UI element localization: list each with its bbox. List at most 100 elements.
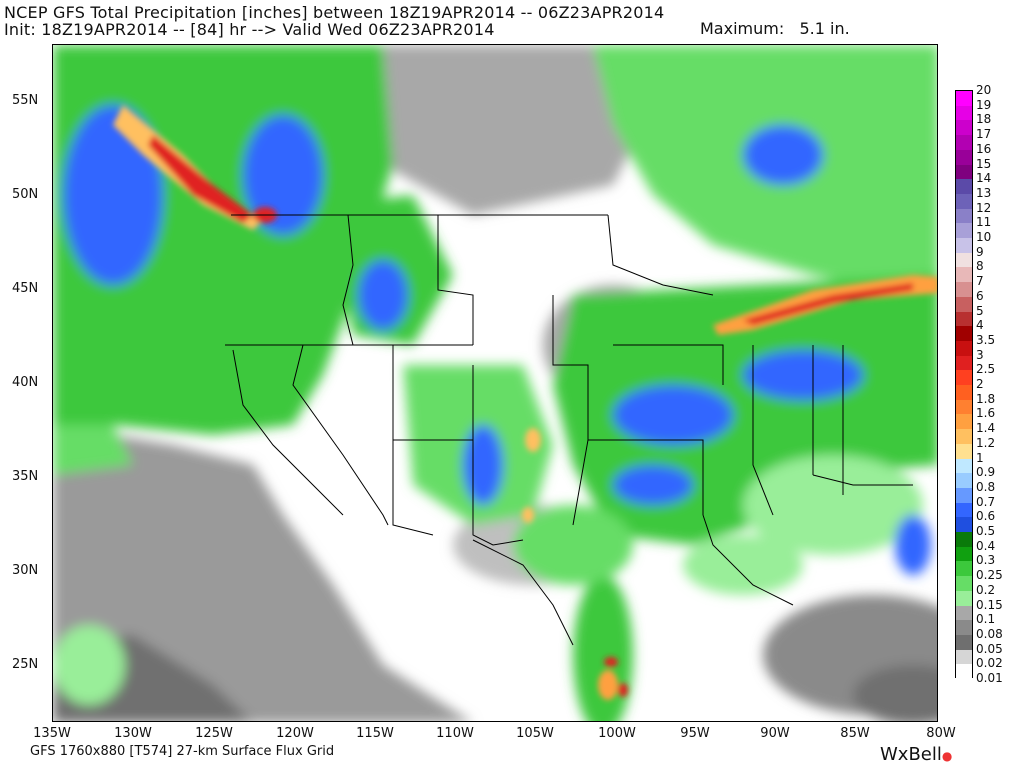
legend-color-box (956, 649, 972, 665)
legend-color-box (956, 517, 972, 533)
lon-label-130w: 130W (114, 726, 152, 741)
legend-color-box (956, 605, 972, 621)
legend-color-box (956, 399, 972, 415)
legend-label: 0.08 (976, 626, 1003, 641)
legend-color-box (956, 385, 972, 401)
legend-color-box (956, 546, 972, 562)
legend-label: 13 (976, 185, 992, 200)
legend-color-box (956, 370, 972, 386)
legend-label: 19 (976, 97, 992, 112)
legend-color-box (956, 238, 972, 254)
lat-label-40n: 40N (12, 375, 39, 390)
map-title: NCEP GFS Total Precipitation [inches] be… (4, 3, 665, 22)
legend-label: 20 (976, 83, 992, 97)
legend-color-box (956, 429, 972, 445)
legend-color-box (956, 223, 972, 239)
legend-color-box (956, 105, 972, 121)
lon-label-85w: 85W (840, 726, 870, 741)
legend-color-box (956, 252, 972, 268)
legend-color-box (956, 326, 972, 342)
legend-label: 3.5 (976, 332, 996, 347)
legend-label: 0.15 (976, 597, 1003, 612)
lon-label-135w: 135W (33, 726, 71, 741)
legend-color-box (956, 355, 972, 371)
legend-label: 10 (976, 230, 992, 244)
legend-label: 0.3 (976, 553, 996, 568)
lon-label-110w: 110W (436, 726, 474, 741)
legend-label: 2 (976, 377, 984, 391)
legend-color-box (956, 634, 972, 651)
legend-color-box (956, 91, 972, 107)
model-grid-footer: GFS 1760x880 [T574] 27-km Surface Flux G… (30, 744, 335, 759)
legend-label: 5 (976, 303, 984, 318)
precipitation-map (52, 44, 938, 722)
legend-color-box (956, 149, 972, 165)
legend-label: 0.05 (976, 641, 1003, 656)
legend-color-box (956, 620, 972, 636)
maximum-readout: Maximum: 5.1 in. (700, 19, 850, 38)
legend-label: 0.8 (976, 479, 996, 494)
legend-label: 16 (976, 141, 992, 156)
legend-label: 14 (976, 171, 992, 186)
legend-color-box (956, 193, 972, 210)
legend-color-box (956, 502, 972, 518)
lat-label-25n: 25N (12, 657, 39, 672)
legend-color-box (956, 179, 972, 195)
legend-color-box (956, 443, 972, 459)
legend-label: 8 (976, 259, 984, 274)
legend-label: 1.4 (976, 421, 996, 436)
legend-color-box (956, 135, 972, 151)
legend-color-box (956, 532, 972, 548)
legend-color-box (956, 120, 972, 136)
legend-color-box (956, 164, 972, 180)
brand-logo: WxBell● (880, 744, 952, 765)
legend-label: 0.5 (976, 524, 996, 538)
brand-dot-icon: ● (941, 749, 953, 763)
lon-label-100w: 100W (598, 726, 636, 741)
legend-label: 3 (976, 347, 984, 362)
legend-label: 15 (976, 156, 992, 171)
lon-label-125w: 125W (195, 726, 233, 741)
legend-label: 0.6 (976, 509, 996, 524)
map-subtitle: Init: 18Z19APR2014 -- [84] hr --> Valid … (4, 20, 495, 39)
legend-color-box (956, 576, 972, 592)
legend-color-box (956, 208, 972, 224)
legend-color-box (956, 340, 972, 357)
legend-color-box (956, 311, 972, 327)
lon-label-120w: 120W (276, 726, 314, 741)
legend-label: 12 (976, 200, 992, 215)
lat-label-55n: 55N (12, 93, 39, 108)
legend-label: 17 (976, 127, 992, 142)
legend-label: 0.02 (976, 656, 1003, 671)
lat-label-30n: 30N (12, 563, 39, 578)
legend-label: 1.8 (976, 391, 996, 406)
legend-color-box (956, 590, 972, 606)
color-scale-legend (955, 90, 973, 680)
legend-label: 0.4 (976, 538, 996, 553)
legend-label: 1.2 (976, 435, 996, 450)
legend-label: 0.9 (976, 465, 996, 480)
legend-label: 2.5 (976, 362, 996, 377)
legend-label: 0.25 (976, 568, 1003, 583)
legend-label: 7 (976, 274, 984, 289)
boundaries (225, 214, 913, 646)
legend-color-box (956, 487, 972, 504)
legend-color-box (956, 282, 972, 298)
legend-label: 6 (976, 288, 984, 303)
lon-label-90w: 90W (760, 726, 790, 741)
legend-label: 9 (976, 244, 984, 259)
legend-color-box (956, 473, 972, 489)
legend-color-box (956, 664, 972, 680)
lat-label-50n: 50N (12, 187, 39, 202)
legend-label: 11 (976, 215, 992, 230)
lon-label-80w: 80W (926, 726, 956, 741)
legend-label: 0.1 (976, 612, 996, 627)
map-canvas (53, 45, 937, 721)
legend-color-box (956, 296, 972, 312)
lon-label-105w: 105W (516, 726, 554, 741)
brand-text: WxBell (880, 744, 942, 765)
legend-label: 4 (976, 318, 984, 333)
heavy-precip-bands (113, 105, 937, 700)
lon-label-115w: 115W (356, 726, 394, 741)
legend-label: 18 (976, 112, 992, 127)
